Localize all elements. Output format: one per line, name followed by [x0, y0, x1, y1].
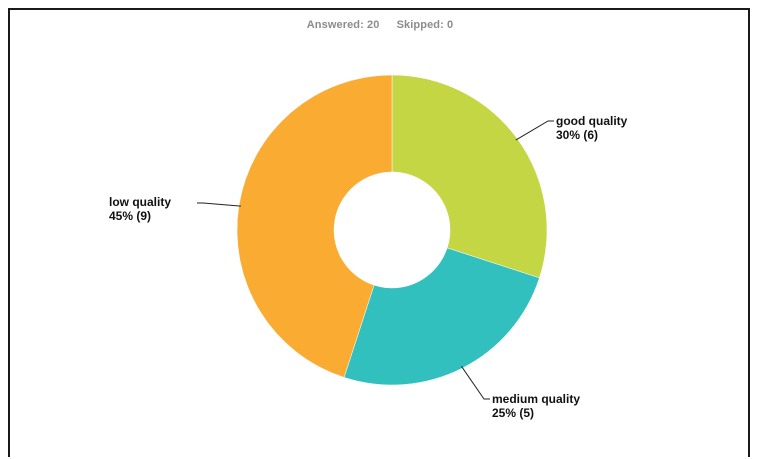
slice-label-good-quality: good quality: [556, 114, 628, 128]
donut-slices: [236, 74, 548, 386]
slice-label-low-quality: low quality: [109, 195, 171, 209]
slice-value-good-quality: 30% (6): [556, 128, 598, 142]
slice-low-quality[interactable]: [236, 74, 393, 378]
slice-good-quality[interactable]: [391, 74, 548, 279]
leader-line-low-quality: [197, 202, 241, 207]
response-summary: Answered: 20 Skipped: 0: [0, 19, 760, 31]
leader-line-medium-quality: [461, 366, 490, 400]
slice-medium-quality[interactable]: [343, 247, 540, 386]
answered-count: Answered: 20: [306, 19, 380, 31]
slice-value-low-quality: 45% (9): [109, 209, 151, 223]
label-leader-lines: [197, 120, 554, 400]
slice-value-medium-quality: 25% (5): [492, 406, 534, 420]
leader-line-good-quality: [515, 120, 554, 141]
skipped-count: Skipped: 0: [396, 19, 454, 31]
slice-label-medium-quality: medium quality: [492, 392, 580, 406]
